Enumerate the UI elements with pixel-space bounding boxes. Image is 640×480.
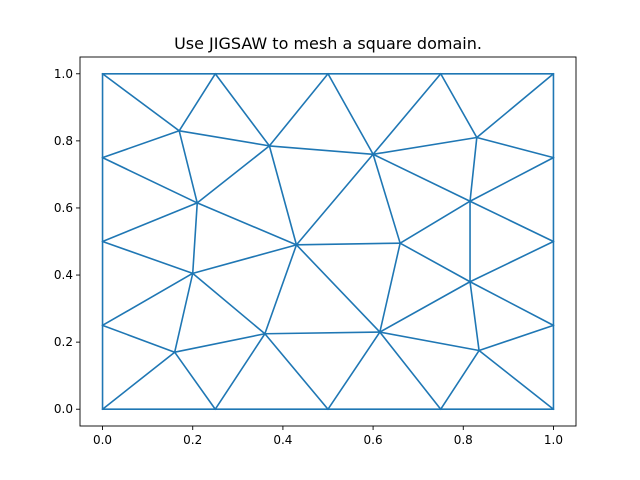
- axes-frame: [79, 56, 577, 427]
- mesh-edge-45: [191, 202, 199, 275]
- mesh-edge-70: [469, 136, 478, 203]
- mesh-edge-23: [264, 331, 381, 335]
- y-tick-label: 0.2: [54, 335, 73, 349]
- mesh-edge-31: [191, 272, 266, 335]
- mesh-edge-69: [372, 136, 478, 156]
- mesh-edge-33: [264, 244, 298, 335]
- mesh-edge-22: [327, 331, 381, 411]
- mesh-edge-58: [178, 130, 271, 147]
- y-tick-label: 0.8: [54, 134, 73, 148]
- y-tick-label: 0.0: [54, 402, 73, 416]
- ticks-layer: 0.0 0.2 0.4 0.6 0.8 1.0 0.0 0.2 0.4 0.6 0.8 1.0: [54, 67, 563, 447]
- x-tick-label: 0.2: [183, 433, 202, 447]
- mesh-edge-30: [173, 272, 194, 354]
- mesh-edge-37: [295, 242, 401, 246]
- mesh-edge-66: [439, 72, 478, 139]
- mesh-edge-64: [372, 153, 471, 203]
- mesh-edge-26: [379, 331, 480, 352]
- mesh-edge-49: [469, 200, 555, 243]
- mesh-edge-16: [101, 351, 176, 411]
- mesh-edge-18: [101, 324, 176, 354]
- mesh-edge-43: [101, 202, 199, 243]
- mesh-edge-32: [101, 240, 194, 275]
- mesh-edge-53: [178, 72, 217, 132]
- x-tick-label: 1.0: [544, 433, 563, 447]
- mesh-edge-19: [214, 332, 266, 411]
- mesh-edge-61: [327, 72, 374, 156]
- mesh-edge-68: [475, 136, 555, 159]
- mesh-edge-39: [469, 280, 480, 352]
- mesh-edge-24: [379, 331, 442, 411]
- mesh-edge-28: [478, 324, 555, 352]
- mesh-edge-44: [101, 156, 199, 204]
- y-tick-label: 0.4: [54, 268, 73, 282]
- mesh-edge-17: [173, 351, 217, 411]
- mesh-edge-25: [439, 349, 480, 411]
- mesh-edge-63: [372, 153, 401, 244]
- y-tick-label: 0.6: [54, 201, 73, 215]
- x-tick-label: 0.4: [273, 433, 292, 447]
- mesh-edge-36: [379, 242, 401, 333]
- mesh-edge-62: [295, 153, 374, 246]
- mesh-edge-54: [178, 130, 199, 204]
- mesh-edge-29: [101, 272, 194, 327]
- mesh-edge-42: [469, 240, 555, 283]
- mesh-edge-65: [372, 72, 442, 156]
- mesh-edge-47: [399, 200, 471, 244]
- mesh-layer: [101, 72, 555, 411]
- mesh-edge-46: [196, 202, 298, 246]
- mesh-edge-57: [196, 145, 271, 204]
- mesh-edge-55: [214, 72, 271, 147]
- x-tick-label: 0.6: [364, 433, 383, 447]
- mesh-edge-59: [268, 145, 298, 246]
- mesh-edge-35: [191, 244, 298, 275]
- mesh-edge-27: [478, 349, 555, 411]
- chart-title: Use JIGSAW to mesh a square domain.: [174, 34, 482, 53]
- mesh-edge-52: [101, 72, 180, 132]
- mesh-edge-34: [295, 244, 381, 333]
- mesh-edge-51: [101, 130, 180, 159]
- mesh-edge-56: [268, 72, 329, 147]
- x-tick-label: 0.8: [454, 433, 473, 447]
- mesh-edge-50: [469, 156, 555, 203]
- mesh-edge-38: [379, 280, 471, 333]
- x-tick-label: 0.0: [93, 433, 112, 447]
- mesh-edge-60: [268, 145, 374, 156]
- mesh-edge-40: [399, 242, 471, 283]
- mesh-edge-67: [475, 72, 555, 139]
- mesh-edge-20: [173, 332, 266, 354]
- y-tick-label: 1.0: [54, 67, 73, 81]
- mesh-edge-41: [469, 280, 555, 327]
- mesh-edge-21: [264, 332, 329, 411]
